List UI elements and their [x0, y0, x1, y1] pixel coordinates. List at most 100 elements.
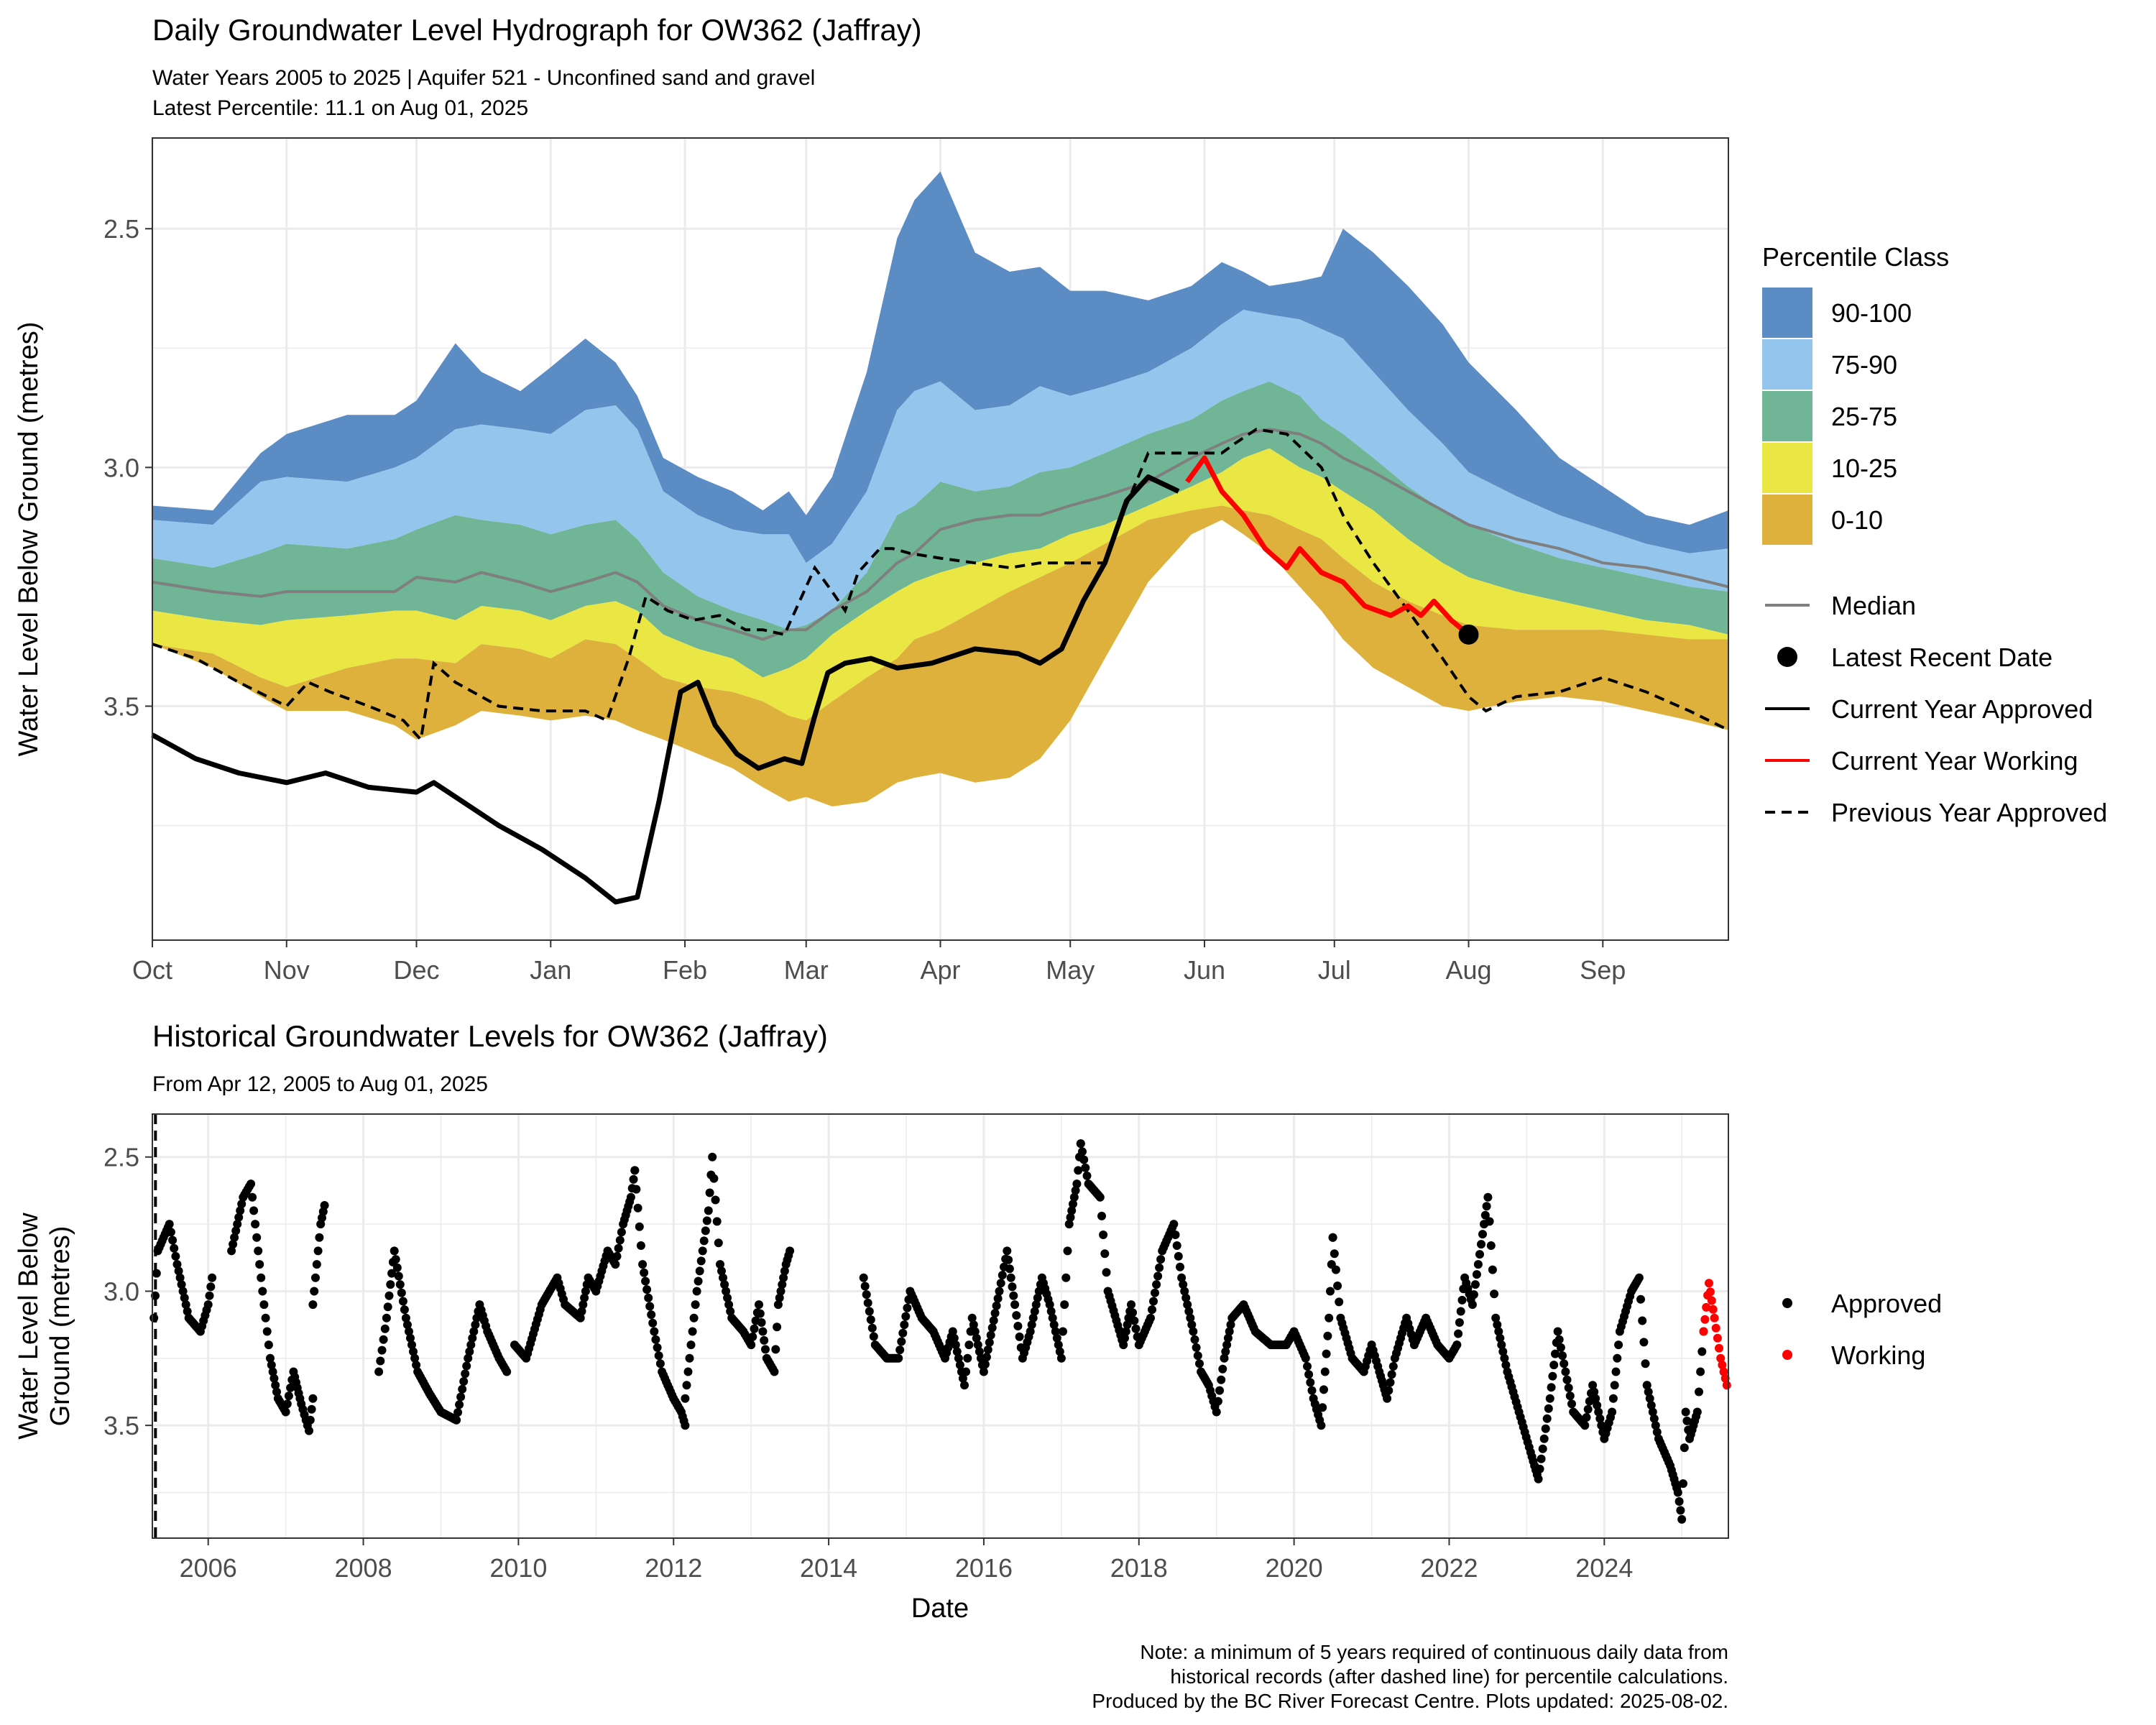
- hydrograph-percentile-bands: [152, 171, 1728, 806]
- approved-point: [1319, 1385, 1328, 1394]
- approved-point: [1608, 1394, 1618, 1403]
- approved-point: [1561, 1367, 1570, 1376]
- x-tick-label: Nov: [264, 955, 310, 985]
- approved-point: [1331, 1265, 1340, 1274]
- approved-point: [1097, 1211, 1106, 1220]
- approved-point: [701, 1226, 710, 1236]
- footnote: Note: a minimum of 5 years required of c…: [1092, 1641, 1728, 1712]
- approved-point: [1306, 1378, 1315, 1387]
- approved-point: [1608, 1407, 1617, 1417]
- approved-point: [376, 1356, 385, 1366]
- approved-point: [1303, 1362, 1312, 1371]
- approved-point: [983, 1345, 992, 1354]
- approved-point: [1030, 1307, 1039, 1316]
- approved-point: [1542, 1414, 1552, 1423]
- approved-point: [1061, 1273, 1071, 1282]
- approved-point: [688, 1327, 697, 1336]
- approved-point: [1477, 1240, 1485, 1249]
- approved-point: [617, 1228, 626, 1237]
- approved-point: [651, 1335, 660, 1344]
- approved-point: [400, 1305, 409, 1315]
- approved-point: [1558, 1351, 1567, 1361]
- approved-point: [1190, 1335, 1199, 1344]
- approved-point: [1174, 1251, 1183, 1261]
- legend-key-approved: [1782, 1298, 1792, 1308]
- approved-point: [1322, 1349, 1331, 1358]
- approved-point: [1301, 1353, 1310, 1363]
- approved-point: [310, 1287, 319, 1296]
- approved-point: [1564, 1383, 1573, 1392]
- approved-point: [859, 1273, 868, 1282]
- approved-point: [1567, 1399, 1576, 1409]
- approved-point: [1593, 1401, 1602, 1410]
- approved-point: [1473, 1260, 1483, 1269]
- approved-point: [471, 1320, 480, 1330]
- approved-point: [1225, 1327, 1234, 1336]
- approved-point: [1064, 1220, 1074, 1229]
- approved-point: [1610, 1381, 1619, 1390]
- approved-point: [705, 1188, 714, 1197]
- approved-point: [234, 1213, 244, 1222]
- approved-point: [233, 1220, 242, 1229]
- approved-point: [717, 1266, 726, 1276]
- approved-point: [1535, 1464, 1544, 1473]
- historical-y-axis-label-line1: Water Level Below: [14, 1213, 44, 1440]
- approved-point: [1155, 1263, 1164, 1272]
- approved-point: [468, 1333, 477, 1343]
- approved-point: [1095, 1192, 1105, 1202]
- approved-point: [1614, 1340, 1623, 1350]
- x-tick-label: Oct: [132, 955, 172, 985]
- approved-point: [175, 1273, 185, 1282]
- approved-point: [305, 1415, 315, 1425]
- y-tick-label: 2.5: [103, 1143, 139, 1172]
- x-tick-label: 2008: [335, 1553, 392, 1583]
- approved-point: [459, 1377, 469, 1386]
- approved-point: [901, 1312, 911, 1321]
- approved-point: [264, 1340, 273, 1350]
- approved-point: [1213, 1397, 1222, 1406]
- approved-point: [1560, 1359, 1569, 1368]
- approved-point: [640, 1268, 649, 1277]
- approved-point: [960, 1381, 969, 1390]
- approved-point: [985, 1338, 994, 1347]
- approved-point: [1052, 1333, 1061, 1343]
- approved-point: [719, 1273, 727, 1282]
- approved-point: [775, 1293, 784, 1302]
- approved-point: [632, 1184, 641, 1194]
- approved-point: [1482, 1202, 1491, 1211]
- approved-point: [636, 1241, 645, 1250]
- approved-point: [972, 1333, 981, 1343]
- approved-point: [695, 1266, 704, 1276]
- approved-point: [952, 1347, 962, 1356]
- legend-label-previous-approved: Previous Year Approved: [1831, 798, 2107, 827]
- approved-point: [1498, 1347, 1508, 1356]
- approved-point: [398, 1297, 407, 1306]
- working-point: [1719, 1367, 1728, 1376]
- approved-point: [760, 1335, 769, 1345]
- footnote-line3: Produced by the BC River Forecast Centre…: [1092, 1690, 1728, 1712]
- legend-label-approved: Approved: [1831, 1289, 1942, 1318]
- approved-point: [1009, 1291, 1018, 1300]
- approved-point: [465, 1347, 474, 1356]
- historical-x-axis-label: Date: [911, 1593, 969, 1624]
- approved-point: [391, 1255, 400, 1264]
- approved-point: [1031, 1300, 1041, 1310]
- approved-point: [1549, 1361, 1559, 1370]
- approved-point: [1500, 1353, 1509, 1363]
- approved-point: [998, 1271, 1007, 1280]
- approved-point: [948, 1327, 957, 1336]
- approved-point: [581, 1287, 590, 1296]
- approved-point: [231, 1226, 241, 1236]
- hydrograph-chart: Daily Groundwater Level Hydrograph for O…: [14, 13, 2107, 985]
- legend-swatch-75-90: [1762, 339, 1812, 390]
- latest-recent-date-point: [1458, 624, 1479, 645]
- approved-point: [989, 1316, 998, 1325]
- approved-point: [1078, 1147, 1087, 1156]
- approved-point: [641, 1276, 650, 1286]
- approved-point: [711, 1195, 720, 1205]
- working-point: [1705, 1279, 1713, 1288]
- approved-point: [647, 1310, 656, 1320]
- approved-point: [401, 1313, 410, 1322]
- x-tick-label: 2012: [645, 1553, 702, 1583]
- approved-point: [1556, 1343, 1565, 1352]
